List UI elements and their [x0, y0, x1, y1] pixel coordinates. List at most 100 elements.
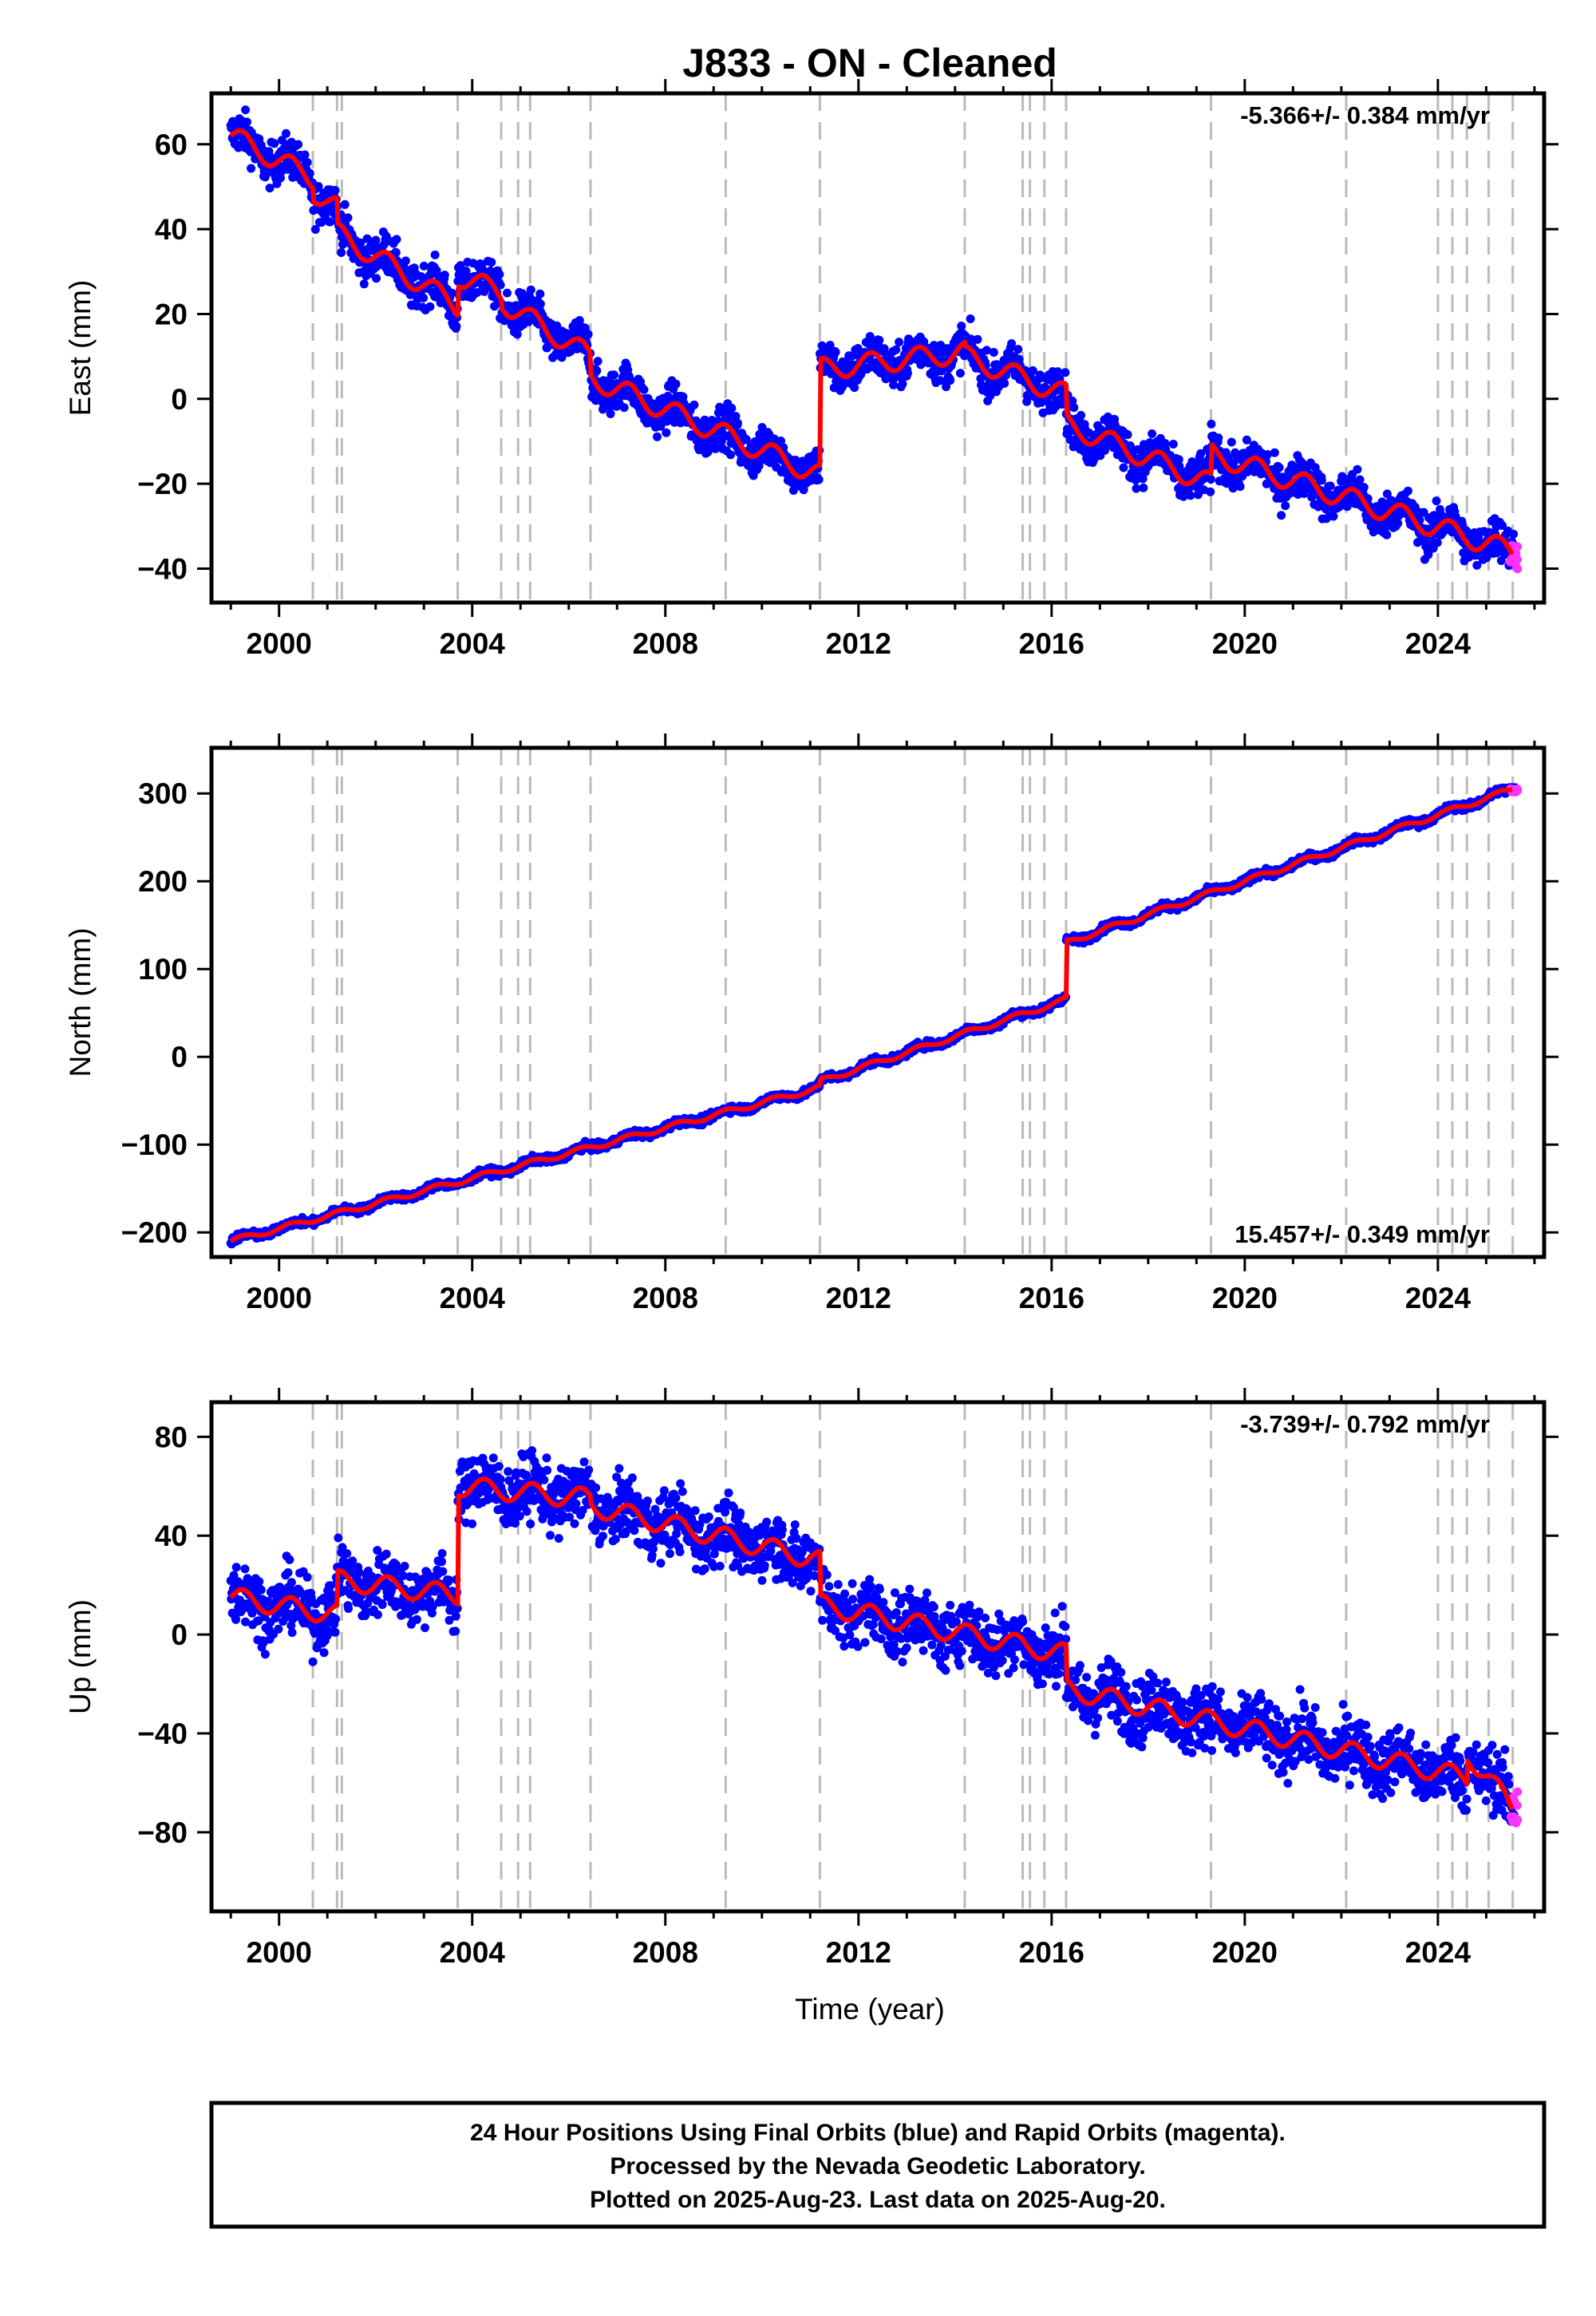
east-final-point — [825, 341, 835, 350]
east-final-point — [1353, 464, 1362, 474]
east-final-point — [247, 164, 256, 173]
east-final-point — [282, 128, 290, 138]
east-final-point — [1077, 410, 1086, 420]
east-final-point — [606, 409, 615, 418]
east-final-point — [898, 379, 907, 389]
east-final-point — [1214, 433, 1223, 443]
east-rate-label: -5.366+/- 0.384 mm/yr — [1240, 101, 1490, 129]
east-final-point — [1509, 529, 1519, 539]
east-final-point — [314, 182, 323, 192]
east-final-point — [461, 267, 471, 275]
east-final-point — [973, 334, 982, 344]
east-final-point — [356, 238, 365, 247]
east-final-point — [1028, 366, 1037, 375]
east-final-point — [1207, 419, 1216, 429]
east-final-point — [671, 379, 681, 389]
east-final-point — [526, 285, 535, 294]
east-final-point — [401, 256, 410, 266]
east-final-point — [639, 385, 649, 394]
east-final-point — [305, 168, 314, 178]
x-tick-label: 2020 — [1212, 627, 1278, 660]
east-final-point — [371, 235, 381, 245]
east-final-point — [1325, 481, 1335, 491]
east-final-point — [895, 338, 904, 347]
east-model-line — [229, 128, 1515, 555]
east-final-point — [1235, 482, 1245, 492]
east-final-point — [440, 271, 449, 280]
east-final-point — [1393, 519, 1403, 528]
east-final-point — [856, 370, 866, 379]
east-final-point — [310, 225, 320, 234]
east-final-point — [754, 461, 764, 471]
east-final-point — [1199, 485, 1208, 495]
east-final-point — [1242, 435, 1251, 445]
east-final-point — [989, 348, 998, 357]
east-final-point — [1321, 514, 1331, 524]
east-rapid-point — [1513, 542, 1523, 551]
y-tick-label: 60 — [155, 128, 188, 161]
east-final-point — [330, 186, 340, 195]
east-final-point — [1281, 501, 1290, 511]
east-final-point — [583, 330, 593, 339]
east-frame — [209, 91, 1547, 605]
east-final-point — [727, 404, 737, 413]
north-panel: 2000 2004 2008 2012 2016 2020 2024−200−1000100… — [64, 733, 1558, 1314]
east-panel: 2000 2004 2008 2012 2016 2020 2024−40−20020406… — [64, 79, 1558, 660]
east-final-point — [814, 475, 824, 484]
x-tick-label: 2012 — [826, 627, 891, 660]
east-final-point — [1206, 487, 1215, 496]
east-final-point — [425, 302, 435, 311]
east-final-point — [1186, 491, 1195, 500]
east-final-point — [593, 357, 602, 366]
east-final-point — [1174, 455, 1183, 464]
east-final-point — [850, 383, 859, 393]
east-final-point — [1196, 449, 1206, 458]
east-final-point — [1223, 453, 1233, 462]
east-final-point — [1148, 429, 1157, 438]
east-final-point — [946, 376, 955, 385]
east-final-point — [1277, 511, 1286, 520]
east-final-point — [957, 322, 966, 330]
east-final-point — [942, 382, 951, 392]
x-tick-label: 2004 — [440, 627, 506, 660]
east-final-point — [1138, 474, 1148, 484]
east-final-point — [1119, 463, 1128, 472]
east-final-point — [452, 322, 461, 331]
east-final-point — [391, 248, 401, 257]
east-final-point — [711, 444, 721, 453]
east-final-point — [392, 235, 401, 244]
x-tick-label: 2008 — [633, 627, 698, 660]
east-final-point — [1053, 367, 1062, 377]
y-tick-label: 0 — [171, 383, 188, 416]
east-final-point — [1359, 483, 1369, 492]
east-final-point — [982, 346, 991, 355]
east-rapid-point — [1513, 564, 1523, 574]
east-final-point — [1000, 378, 1009, 388]
east-final-point — [270, 139, 279, 148]
east-final-point — [495, 270, 504, 279]
y-tick-label: 20 — [155, 298, 188, 330]
east-final-point — [689, 400, 699, 409]
east-final-point — [1342, 502, 1352, 512]
east-final-point — [678, 392, 688, 401]
east-final-point — [889, 380, 899, 389]
east-final-point — [891, 345, 901, 354]
east-final-point — [1229, 458, 1238, 468]
east-final-point — [656, 421, 666, 431]
x-tick-label: 2016 — [1019, 627, 1084, 660]
east-final-point — [875, 335, 884, 345]
east-final-point — [1432, 538, 1442, 547]
east-final-point — [1123, 430, 1132, 440]
x-tick-label: 2000 — [247, 627, 312, 660]
east-final-point — [879, 344, 889, 354]
east-final-point — [535, 299, 545, 309]
east-final-point — [535, 289, 545, 298]
east-final-point — [1498, 521, 1507, 530]
east-final-point — [733, 418, 742, 428]
east-final-point — [1013, 345, 1023, 354]
east-final-point — [662, 428, 671, 437]
east-final-point — [340, 200, 350, 209]
east-final-point — [1482, 553, 1491, 563]
east-final-point — [1206, 475, 1215, 484]
